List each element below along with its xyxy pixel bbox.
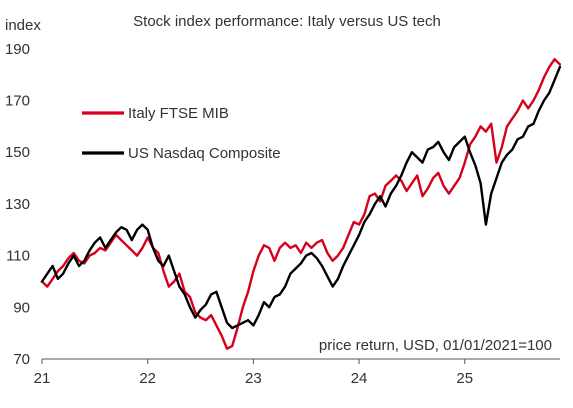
x-tick-label: 21 xyxy=(34,370,51,387)
series-lines xyxy=(40,58,562,350)
x-tick-label: 24 xyxy=(351,370,368,387)
y-tick-label: 150 xyxy=(5,144,30,161)
y-tick-label: 170 xyxy=(5,93,30,110)
chart-title: Stock index performance: Italy versus US… xyxy=(133,13,441,30)
y-axis-ticks: 70 90 110 130 150 170 190 xyxy=(5,41,30,368)
y-tick-label: 130 xyxy=(5,196,30,213)
y-tick-label: 90 xyxy=(13,299,30,316)
y-axis-label: index xyxy=(5,17,41,34)
legend-label: Italy FTSE MIB xyxy=(128,105,229,122)
y-tick-label: 110 xyxy=(6,248,30,265)
legend: Italy FTSE MIB US Nasdaq Composite xyxy=(82,105,281,162)
series-line-italy-ftse-mib xyxy=(40,58,562,350)
x-tick-label: 23 xyxy=(245,370,262,387)
x-tick-label: 25 xyxy=(456,370,473,387)
legend-label: US Nasdaq Composite xyxy=(128,145,281,162)
x-tick-label: 22 xyxy=(139,370,156,387)
series-line-us-nasdaq-composite xyxy=(40,65,562,330)
y-tick-label: 70 xyxy=(13,351,30,368)
x-axis-ticks: 21 22 23 24 25 xyxy=(34,359,473,387)
chart-annotation: price return, USD, 01/01/2021=100 xyxy=(319,337,552,354)
y-tick-label: 190 xyxy=(5,41,30,58)
